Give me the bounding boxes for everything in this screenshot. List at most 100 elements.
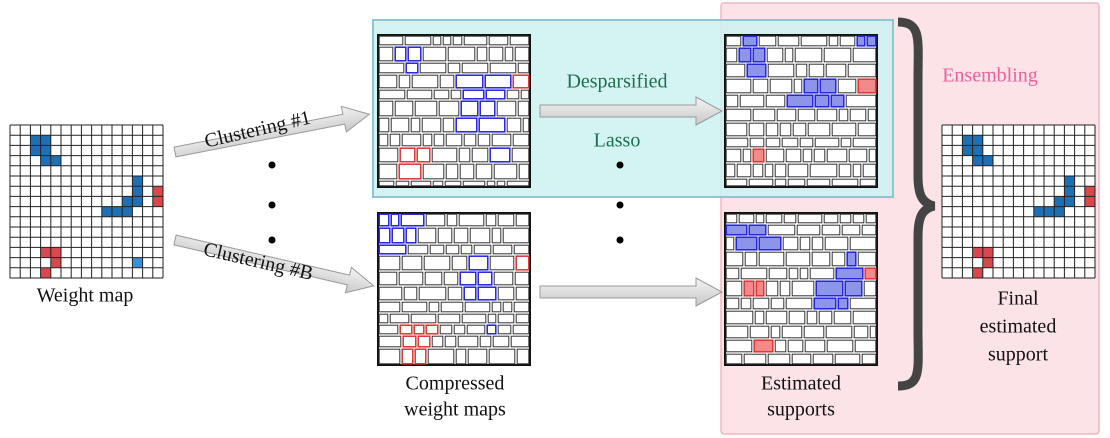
cluster (389, 313, 410, 324)
cluster (522, 117, 530, 133)
cluster (442, 117, 455, 133)
cluster (753, 339, 774, 353)
cluster (826, 148, 848, 163)
cluster (407, 46, 422, 62)
cluster (779, 122, 792, 137)
cluster (401, 301, 428, 313)
cluster (417, 335, 431, 348)
cell (1084, 186, 1095, 197)
cluster (424, 271, 443, 286)
cluster (485, 213, 497, 227)
cluster (799, 236, 811, 251)
cluster (515, 255, 530, 271)
cluster (787, 339, 804, 353)
cluster (739, 94, 765, 108)
cluster (781, 137, 799, 148)
cluster (427, 348, 455, 365)
cluster (725, 148, 742, 163)
cluster (497, 286, 515, 301)
cluster (799, 267, 809, 280)
cluster (793, 78, 803, 94)
cell (132, 186, 143, 197)
cluster (497, 324, 512, 335)
cluster (784, 47, 794, 63)
cluster (725, 47, 738, 63)
cell (1033, 206, 1044, 217)
cluster (414, 348, 427, 365)
cluster (469, 227, 491, 244)
cluster (502, 227, 530, 244)
cluster (515, 213, 530, 227)
cluster (846, 251, 857, 267)
cluster (766, 47, 784, 63)
cluster (493, 271, 514, 286)
cluster (838, 163, 852, 178)
cluster (419, 62, 447, 74)
cluster (831, 251, 846, 267)
cell (152, 186, 163, 197)
cluster (452, 35, 463, 46)
cluster (378, 163, 398, 180)
cluster (477, 286, 497, 301)
cell (1064, 196, 1075, 207)
cluster (455, 348, 467, 365)
cluster (725, 163, 736, 178)
cluster (455, 74, 484, 89)
cell (40, 135, 51, 146)
cluster (447, 46, 476, 62)
cluster (863, 280, 877, 297)
cluster (804, 339, 826, 353)
cluster (479, 335, 492, 348)
cluster (755, 213, 765, 224)
cluster (378, 89, 406, 100)
cluster (767, 353, 791, 365)
cell (112, 206, 123, 217)
cluster (825, 63, 847, 78)
cluster (410, 313, 437, 324)
cluster (398, 163, 422, 180)
cluster (769, 78, 793, 94)
cluster (378, 335, 402, 348)
cluster (725, 178, 748, 187)
cluster (453, 227, 469, 244)
cluster (841, 224, 861, 236)
cell (962, 145, 973, 156)
cluster (514, 46, 530, 62)
cluster (796, 224, 821, 236)
cluster (852, 310, 877, 325)
cluster (725, 108, 752, 122)
cluster (839, 213, 852, 224)
cluster (765, 213, 783, 224)
cluster (491, 227, 502, 244)
cell (972, 155, 983, 166)
cluster (748, 224, 767, 236)
cluster (742, 35, 758, 47)
cluster (488, 35, 509, 46)
cluster (437, 313, 461, 324)
cluster (438, 100, 460, 117)
cluster (857, 122, 877, 137)
cluster (378, 313, 389, 324)
cluster (401, 133, 422, 147)
cluster (868, 148, 877, 163)
cluster (514, 271, 530, 286)
cluster (758, 236, 782, 251)
cluster (399, 324, 413, 335)
cluster (755, 280, 765, 297)
cell (982, 247, 993, 258)
cluster (738, 47, 752, 63)
cluster (725, 339, 753, 353)
cluster (511, 147, 530, 163)
cluster (744, 251, 758, 267)
cluster (378, 324, 399, 335)
cluster (416, 147, 431, 163)
cluster (738, 213, 755, 224)
cluster (725, 213, 738, 224)
cluster (445, 163, 459, 180)
cluster (477, 271, 493, 286)
cluster (818, 310, 833, 325)
cluster (422, 46, 447, 62)
cluster (749, 137, 765, 148)
cell (1064, 186, 1075, 197)
